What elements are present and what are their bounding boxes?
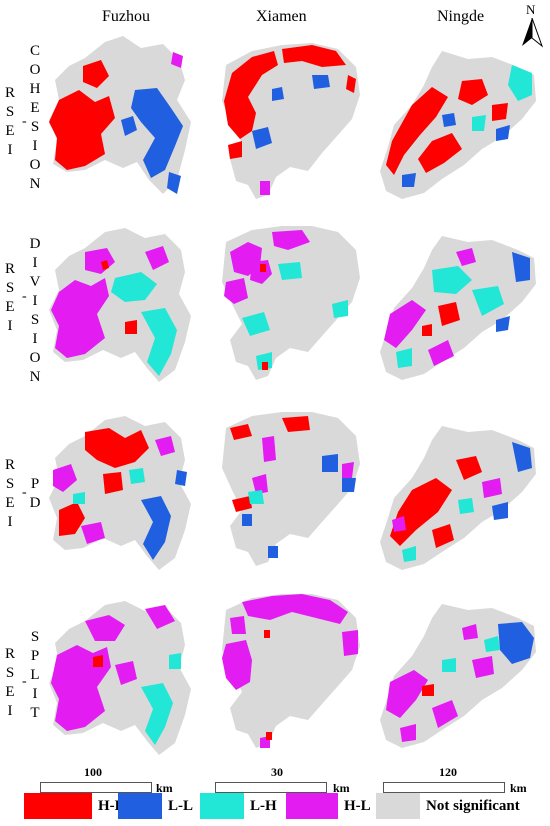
map-ningde-division <box>380 236 536 380</box>
column-title-ningde: Ningde <box>437 8 485 25</box>
north-label: N <box>526 2 536 17</box>
legend-swatch-hh <box>24 793 92 819</box>
north-arrow: N <box>520 2 544 48</box>
legend-label-ns: Not significant <box>426 797 520 814</box>
map-xiamen-split <box>222 594 360 748</box>
column-title-fuzhou: Fuzhou <box>102 8 150 25</box>
legend-label-lh: L-H <box>250 797 277 814</box>
scale-unit-fuzhou: km <box>156 781 173 795</box>
map-ningde-split <box>380 604 536 748</box>
legend-item-hl: H-L <box>286 793 371 819</box>
scale-unit-xiamen: km <box>333 781 350 795</box>
legend-label-ll: L-L <box>168 797 194 814</box>
map-fuzhou-split <box>49 601 191 755</box>
legend-swatch-ll <box>118 793 162 819</box>
legend-item-hh: H-H <box>24 793 126 819</box>
map-fuzhou-division <box>49 228 191 382</box>
scale-bar-ningde: 120 km <box>383 765 543 795</box>
map-xiamen-division <box>222 226 360 380</box>
legend-item-ll: L-L <box>118 793 193 819</box>
scale-value-ningde: 120 <box>439 765 457 779</box>
column-title-xiamen: Xiamen <box>256 8 307 25</box>
map-fuzhou-cohesion <box>49 36 191 194</box>
legend-swatch-hl <box>286 793 338 819</box>
map-ningde-pd <box>380 426 536 570</box>
map-xiamen-cohesion <box>222 43 360 199</box>
scale-bar-graphic <box>383 782 505 793</box>
legend-item-ns: Not significant <box>376 793 520 819</box>
map-xiamen-pd <box>222 412 360 566</box>
scale-bar-fuzhou: 100 km <box>40 765 210 795</box>
legend-label-hl: H-L <box>344 797 371 814</box>
legend-swatch-ns <box>376 793 420 819</box>
scale-bar-xiamen: 30 km <box>215 765 375 795</box>
scale-bar-graphic <box>40 782 152 793</box>
scale-unit-ningde: km <box>510 781 527 795</box>
scale-value-fuzhou: 100 <box>84 765 102 779</box>
map-fuzhou-pd <box>49 416 191 570</box>
north-arrow-icon <box>522 18 544 48</box>
scale-value-xiamen: 30 <box>271 765 283 779</box>
map-ningde-cohesion <box>380 51 536 199</box>
scale-bar-graphic <box>215 782 327 793</box>
legend-item-lh: L-H <box>200 793 277 819</box>
legend-swatch-lh <box>200 793 244 819</box>
